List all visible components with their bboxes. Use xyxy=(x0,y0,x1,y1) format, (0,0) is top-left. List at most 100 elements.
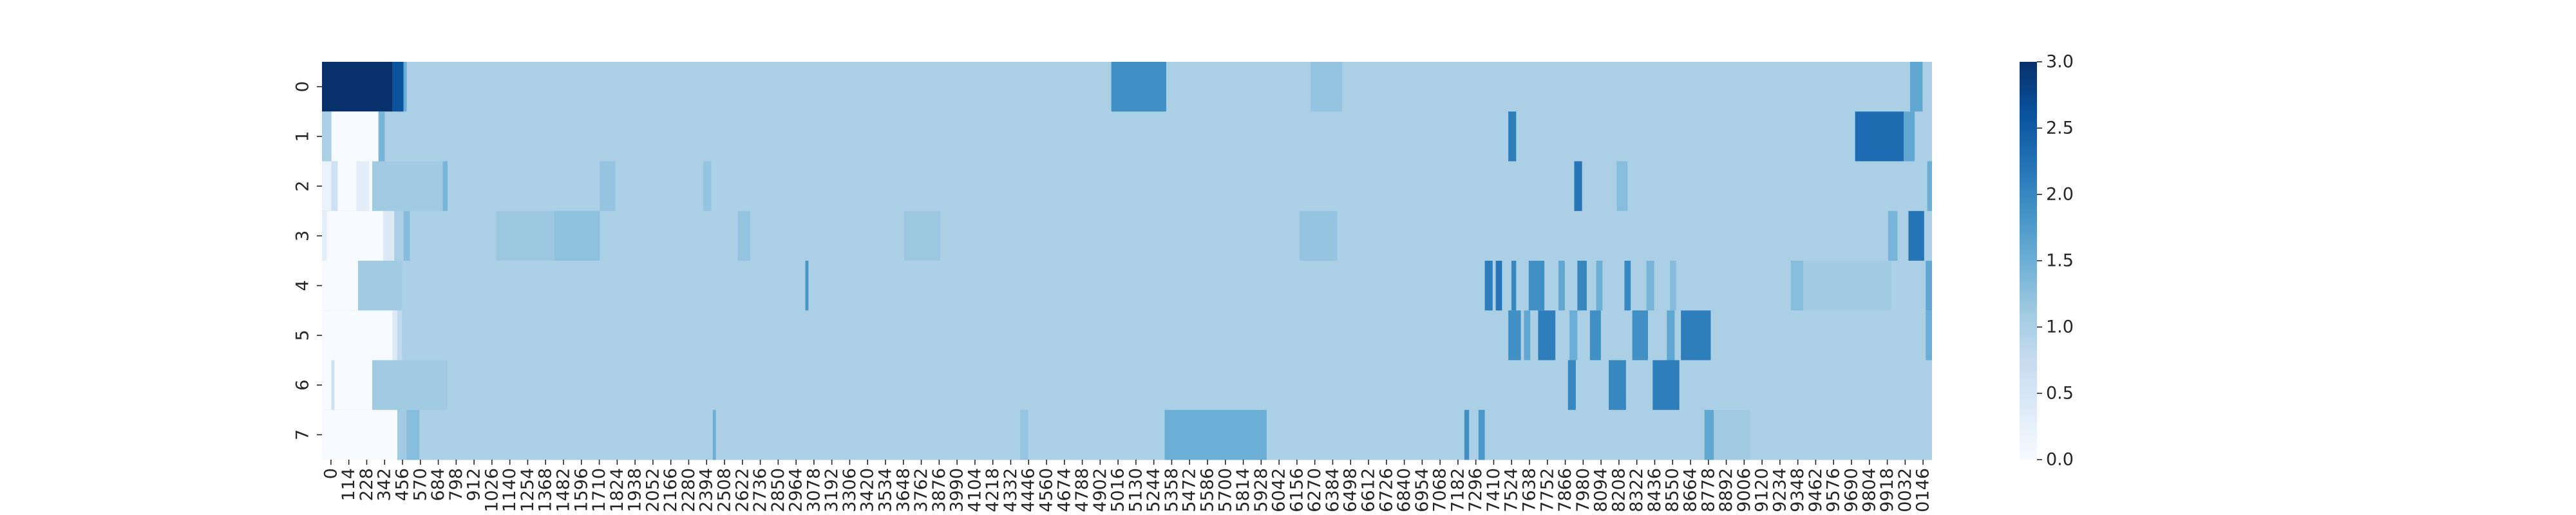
column-tick-label: 0146 xyxy=(1913,468,1933,512)
heatmap-row-7-background xyxy=(322,409,1932,460)
heatmap-cell-row-3-8 xyxy=(1300,211,1338,261)
heatmap-cell-row-5-11 xyxy=(1926,310,1932,360)
heatmap-cell-row-5-7 xyxy=(1589,310,1601,360)
row-tick-label: 2 xyxy=(293,181,313,192)
heatmap-cell-row-1-5 xyxy=(1904,111,1915,162)
heatmap-cell-row-4-9 xyxy=(1596,261,1603,311)
column-tick-label: 9462 xyxy=(1806,468,1826,512)
heatmap-cell-row-3-9 xyxy=(1888,211,1898,261)
colorbar-tick-label: 1.5 xyxy=(2046,251,2074,271)
heatmap-cell-row-2-3 xyxy=(356,161,370,212)
heatmap-cell-row-2-0 xyxy=(322,161,332,212)
heatmap-cell-row-4-3 xyxy=(1484,261,1493,311)
column-tick-label: 912 xyxy=(464,468,484,501)
heatmap-cell-row-2-2 xyxy=(337,161,357,212)
heatmap-row-2-background xyxy=(322,161,1932,212)
column-tick-label: 6156 xyxy=(1287,468,1307,512)
column-tick-label: 4332 xyxy=(1001,468,1021,512)
column-tick-label: 2736 xyxy=(750,468,770,512)
heatmap-cell-row-6-1 xyxy=(331,360,335,411)
heatmap-cell-row-3-0 xyxy=(322,211,327,261)
heatmap-row-6-background xyxy=(322,360,1932,411)
column-tick-label: 3762 xyxy=(911,468,931,512)
column-tick-label: 5928 xyxy=(1251,468,1271,512)
column-tick-label: 9006 xyxy=(1734,468,1754,512)
column-tick-label: 4902 xyxy=(1090,468,1110,512)
column-tick-label: 798 xyxy=(446,468,466,501)
column-tick-label: 5472 xyxy=(1180,468,1200,512)
heatmap-cell-row-0-1 xyxy=(392,62,404,112)
column-tick-label: 3192 xyxy=(822,468,842,512)
column-tick-label: 5358 xyxy=(1162,468,1182,512)
column-tick-label: 684 xyxy=(428,468,448,501)
column-tick-label: 8778 xyxy=(1698,468,1718,512)
heatmap-cell-row-7-5 xyxy=(1164,409,1267,460)
row-tick-labels: 0 1 2 3 4 5 6 7 xyxy=(293,81,322,440)
heatmap-cell-row-4-2 xyxy=(805,261,809,311)
column-tick-label: 1482 xyxy=(554,468,574,512)
column-tick-label: 0032 xyxy=(1895,468,1915,512)
row-tick-label: 0 xyxy=(293,81,313,92)
heatmap-cell-row-5-9 xyxy=(1667,310,1675,360)
row-tick-label: 1 xyxy=(293,131,313,142)
heatmap-cell-row-0-3 xyxy=(1111,62,1166,112)
column-tick-label: 5814 xyxy=(1233,468,1253,512)
column-tick-label: 3990 xyxy=(947,468,967,512)
heatmap-cell-row-4-6 xyxy=(1528,261,1545,311)
heatmap-cell-row-2-10 xyxy=(1616,161,1628,212)
column-tick-label: 9576 xyxy=(1824,468,1844,512)
heatmap-cell-row-1-2 xyxy=(378,111,385,162)
heatmap-cell-row-4-8 xyxy=(1577,261,1587,311)
row-tick-label: 5 xyxy=(293,330,313,341)
row-tick-label: 6 xyxy=(293,380,313,391)
column-tick-label: 1938 xyxy=(625,468,645,512)
heatmap-cell-row-4-10 xyxy=(1624,261,1631,311)
column-tick-label: 1254 xyxy=(518,468,538,512)
column-tick-label: 7296 xyxy=(1466,468,1486,512)
heatmap-cell-row-7-6 xyxy=(1464,409,1470,460)
heatmap-cell-row-4-4 xyxy=(1495,261,1502,311)
heatmap-cell-row-7-0 xyxy=(322,409,397,460)
column-tick-label: 114 xyxy=(339,468,359,501)
heatmap-cell-row-2-8 xyxy=(703,161,712,212)
heatmap-cell-row-4-7 xyxy=(1558,261,1565,311)
column-tick-label: 2850 xyxy=(768,468,788,512)
heatmap-cell-row-3-3 xyxy=(403,211,410,261)
column-tick-label: 1026 xyxy=(482,468,502,512)
heatmap-cell-row-6-4 xyxy=(1567,360,1576,411)
column-tick-label: 4104 xyxy=(965,468,985,512)
heatmap-cell-row-7-3 xyxy=(712,409,716,460)
heatmap-cell-row-0-0 xyxy=(322,62,393,112)
column-tick-label: 228 xyxy=(357,468,377,501)
heatmap-cell-row-1-1 xyxy=(331,111,379,162)
column-tick-label: 2052 xyxy=(643,468,663,512)
heatmap-cell-row-2-6 xyxy=(442,161,448,212)
heatmap-cell-row-4-14 xyxy=(1803,261,1891,311)
column-tick-label: 7524 xyxy=(1502,468,1522,512)
colorbar: 0.0 0.5 1.0 1.5 2.0 2.5 3.0 xyxy=(2020,52,2074,470)
column-tick-label: 6270 xyxy=(1305,468,1325,512)
column-tick-label: 7866 xyxy=(1555,468,1575,512)
column-tick-label: 9804 xyxy=(1859,468,1879,512)
colorbar-gradient xyxy=(2020,62,2037,460)
column-tick-label: 3648 xyxy=(893,468,913,512)
column-tick-labels: 0114228342456570684798912102611401254136… xyxy=(321,460,1933,512)
column-tick-label: 9348 xyxy=(1788,468,1808,512)
column-tick-label: 7980 xyxy=(1573,468,1593,512)
column-tick-label: 7638 xyxy=(1520,468,1540,512)
heatmap-cell-row-4-13 xyxy=(1790,261,1804,311)
colorbar-tick-label: 0.0 xyxy=(2046,450,2074,470)
heatmap-cell-row-2-5 xyxy=(372,161,446,212)
heatmap-row-5-background xyxy=(322,310,1932,360)
colorbar-tick-label: 0.5 xyxy=(2046,384,2074,404)
heatmap-cell-row-5-5 xyxy=(1538,310,1556,360)
column-tick-label: 342 xyxy=(375,468,395,501)
heatmap-cell-row-3-1 xyxy=(327,211,384,261)
column-tick-label: 4788 xyxy=(1072,468,1092,512)
column-tick-label: 1596 xyxy=(571,468,591,512)
heatmap-cell-row-4-1 xyxy=(358,261,402,311)
heatmap-cell-row-5-8 xyxy=(1632,310,1648,360)
heatmap-cell-row-3-5 xyxy=(554,211,600,261)
heatmap-cell-row-5-1 xyxy=(392,310,397,360)
heatmap-cell-row-6-5 xyxy=(1609,360,1626,411)
